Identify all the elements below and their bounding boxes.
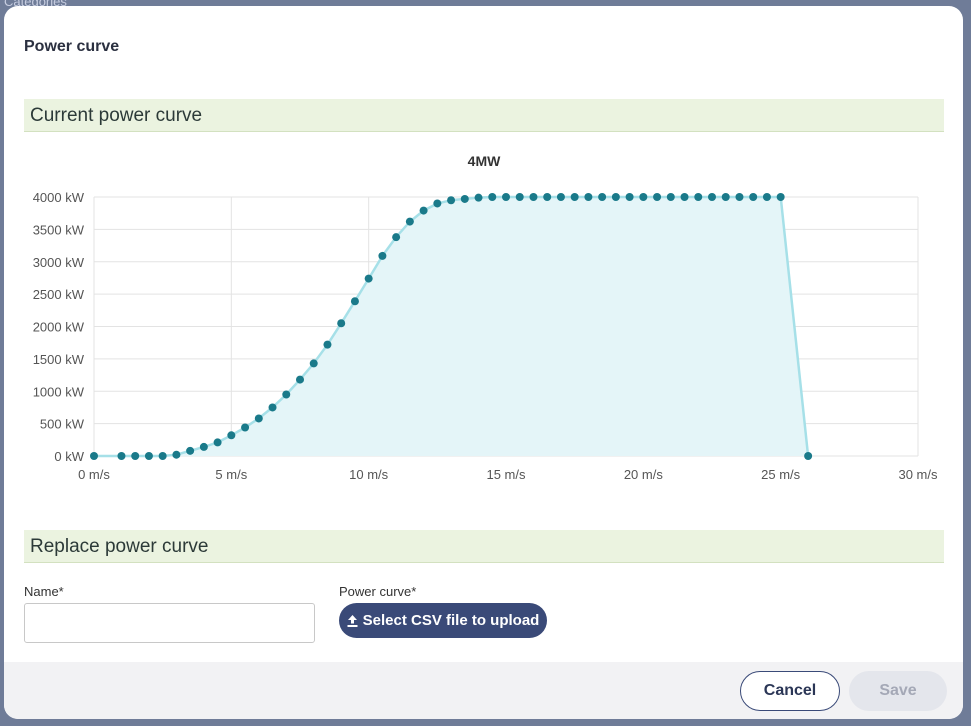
data-point [131,452,140,460]
data-point [309,359,318,368]
data-point [268,403,277,412]
data-point [241,423,250,432]
y-tick-label: 1500 kW [33,352,85,367]
data-point [323,340,332,349]
data-point [584,193,593,201]
x-tick-label: 0 m/s [78,467,110,482]
data-point [405,217,414,226]
name-input[interactable] [24,603,315,643]
data-point [144,452,153,460]
data-point [598,193,607,201]
data-point [708,193,716,201]
data-point [199,442,208,451]
data-point [762,193,771,201]
name-field-label: Name* [24,584,64,599]
data-point [721,193,730,201]
data-point [639,193,648,201]
data-point [666,193,675,201]
data-point [364,274,373,283]
data-point [543,193,552,201]
data-point [282,390,291,399]
x-tick-label: 15 m/s [486,467,526,482]
data-point [227,431,236,440]
y-tick-label: 3000 kW [33,255,85,270]
upload-button-label: Select CSV file to upload [362,612,540,629]
current-power-curve-heading: Current power curve [24,99,944,132]
y-tick-label: 2500 kW [33,287,85,302]
background-label: Categories [4,0,67,9]
y-tick-label: 2000 kW [33,320,85,335]
data-point [653,193,662,201]
select-csv-upload-button[interactable]: Select CSV file to upload [339,603,547,638]
data-point [350,297,359,306]
y-tick-label: 1000 kW [33,384,85,399]
x-tick-label: 20 m/s [624,467,664,482]
chart-title: 4MW [468,153,501,169]
data-point [804,452,813,460]
data-point [680,193,689,201]
data-point [213,438,222,447]
data-point [392,233,401,242]
power-curve-chart: 4MW 0 kW 500 kW 1000 kW 1500 kW 2000 kW 2500 k… [4,6,963,491]
data-point [186,446,195,455]
replace-power-curve-heading: Replace power curve [24,530,944,563]
y-tick-label: 500 kW [40,417,85,432]
data-point [90,452,98,460]
power-curve-field-label: Power curve* [339,584,417,599]
data-point [529,193,538,201]
data-point [611,193,620,201]
data-point [735,193,744,201]
power-curve-dialog: Power curve Current power curve 4MW 0 kW 5… [4,6,963,719]
data-point [433,199,442,208]
data-point [158,452,167,460]
x-tick-label: 10 m/s [349,467,389,482]
cancel-button[interactable]: Cancel [740,671,840,711]
data-point [502,193,510,201]
data-point [117,452,126,460]
data-point [447,196,456,205]
y-tick-label: 4000 kW [33,190,85,205]
y-tick-label: 3500 kW [33,222,85,237]
data-point [694,193,703,201]
upload-icon [347,614,358,627]
x-tick-label: 5 m/s [215,467,247,482]
data-point [419,206,428,215]
data-point [515,193,524,201]
data-point [460,194,469,203]
data-point [337,319,346,328]
data-point [776,193,785,201]
data-point [172,450,181,459]
y-tick-label: 0 kW [54,449,84,464]
data-point [254,414,263,423]
data-point [556,193,565,201]
data-point [625,193,634,201]
data-point [570,193,579,201]
data-point [378,251,387,260]
dialog-title: Power curve [24,38,120,55]
save-button[interactable]: Save [849,671,947,711]
data-point [488,193,497,201]
x-tick-label: 25 m/s [761,467,801,482]
chart-svg: 4MW 0 kW 500 kW 1000 kW 1500 kW 2000 kW 2500 k… [33,153,938,482]
data-point [296,375,304,384]
data-point [474,193,483,202]
series-area [94,197,809,456]
x-tick-label: 30 m/s [898,467,938,482]
data-point [749,193,758,201]
